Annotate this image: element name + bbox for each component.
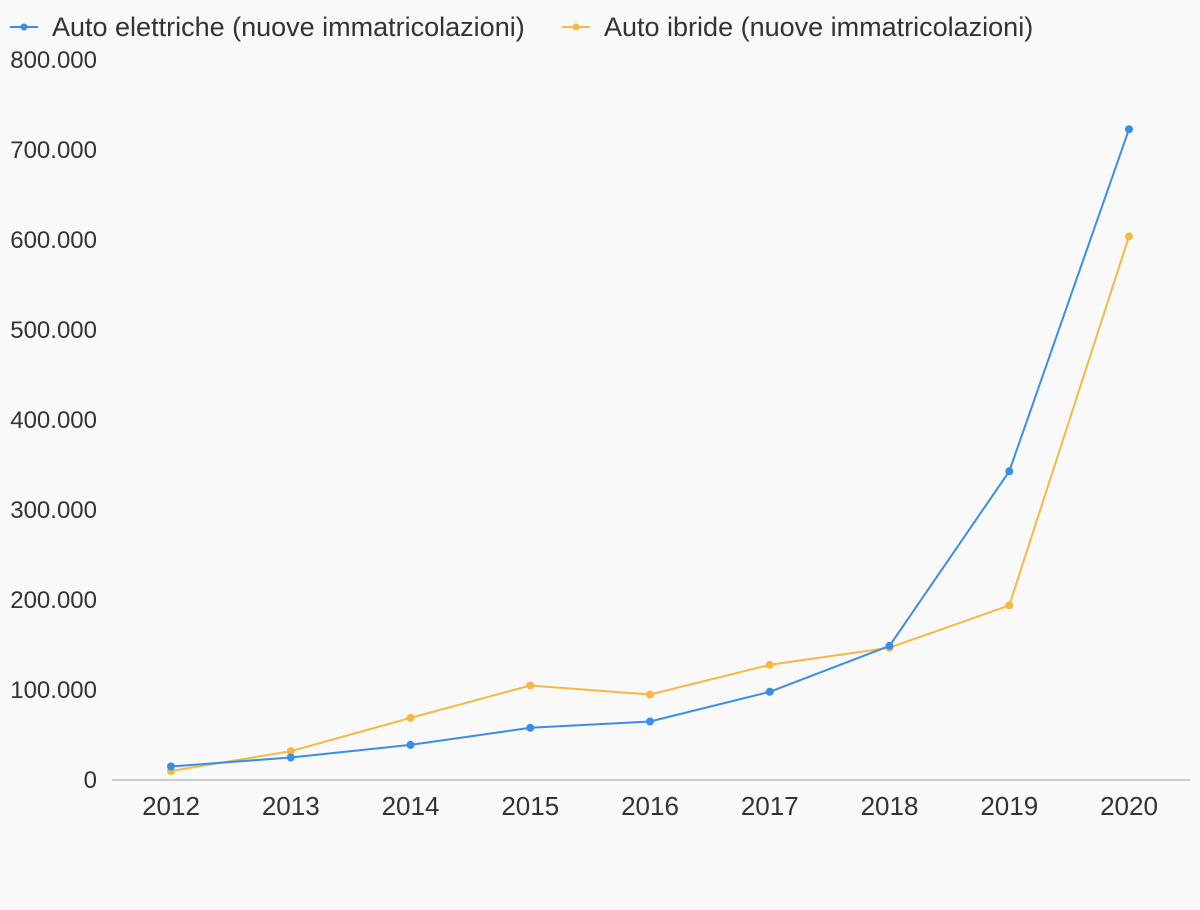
y-tick-label: 500.000 xyxy=(10,317,97,344)
data-point[interactable] xyxy=(1125,232,1133,241)
x-tick-label: 2017 xyxy=(741,791,799,821)
data-point[interactable] xyxy=(1125,125,1133,134)
legend-swatch-marker xyxy=(20,23,28,31)
series-line xyxy=(170,128,1130,768)
data-point[interactable] xyxy=(765,660,774,669)
legend-item-1[interactable]: Auto elettriche (nuove immatricolazioni) xyxy=(10,12,525,42)
series-1 xyxy=(167,125,1133,771)
data-point[interactable] xyxy=(406,713,415,722)
y-tick-label: 700.000 xyxy=(10,137,97,164)
data-point[interactable] xyxy=(765,687,774,696)
x-tick-label: 2016 xyxy=(621,791,679,821)
x-tick-label: 2019 xyxy=(980,791,1038,821)
data-point[interactable] xyxy=(885,641,894,650)
data-point[interactable] xyxy=(1005,601,1014,610)
y-tick-label: 200.000 xyxy=(10,587,97,614)
y-tick-label: 400.000 xyxy=(10,407,97,434)
y-axis-ticks: 0 100.000 200.000 300.000 400.000 500.000 600.… xyxy=(10,47,97,794)
data-point[interactable] xyxy=(526,723,535,732)
y-tick-label: 100.000 xyxy=(10,677,97,704)
legend-item-2[interactable]: Auto ibride (nuove immatricolazioni) xyxy=(562,12,1033,42)
legend-label: Auto elettriche (nuove immatricolazioni) xyxy=(52,12,525,42)
data-point[interactable] xyxy=(1005,467,1014,476)
data-point[interactable] xyxy=(646,690,654,699)
data-point[interactable] xyxy=(167,762,175,771)
data-point[interactable] xyxy=(526,681,535,690)
x-tick-label: 2014 xyxy=(382,791,440,821)
series-2 xyxy=(167,232,1133,775)
y-tick-label: 600.000 xyxy=(10,227,97,254)
data-point[interactable] xyxy=(286,747,295,756)
chart-series xyxy=(167,125,1133,775)
x-axis-ticks: 2012 2013 2014 2015 2016 2017 2018 2019 2020 xyxy=(142,791,1158,821)
x-tick-label: 2012 xyxy=(142,791,200,821)
legend-swatch-marker xyxy=(572,23,580,31)
chart-legend: Auto elettriche (nuove immatricolazioni)… xyxy=(10,12,1033,42)
data-point[interactable] xyxy=(406,740,415,749)
x-tick-label: 2015 xyxy=(501,791,559,821)
legend-label: Auto ibride (nuove immatricolazioni) xyxy=(604,12,1033,42)
data-point[interactable] xyxy=(286,753,295,762)
x-tick-label: 2018 xyxy=(861,791,919,821)
y-tick-label: 0 xyxy=(84,767,97,794)
y-tick-label: 300.000 xyxy=(10,497,97,524)
x-tick-label: 2013 xyxy=(262,791,320,821)
x-tick-label: 2020 xyxy=(1100,791,1158,821)
y-tick-label: 800.000 xyxy=(10,47,97,74)
data-point[interactable] xyxy=(646,717,654,726)
